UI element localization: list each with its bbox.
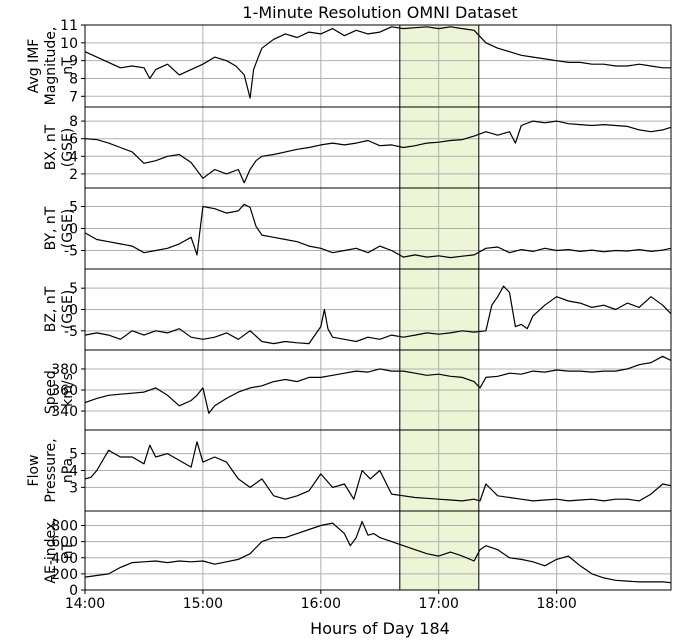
y-tick-label: 11: [60, 18, 78, 34]
y-axis-label-line: AE-index,: [43, 517, 59, 583]
highlight-band: [399, 25, 479, 107]
y-tick-label: 200: [51, 567, 78, 583]
y-axis-label: BZ, nT(GSE): [43, 286, 76, 332]
y-tick-label: 2: [69, 167, 78, 183]
panel-frame: [84, 24, 672, 108]
y-tick-label: 0: [69, 583, 78, 599]
panel-frame: [84, 510, 672, 591]
y-tick-label: 0: [69, 222, 78, 238]
y-axis-label-line: nT: [60, 57, 76, 75]
y-axis-label-line: (GSE): [60, 290, 76, 330]
y-tick-label: 7: [69, 89, 78, 105]
y-tick-label: 400: [51, 551, 78, 567]
x-tick-label: 15:00: [183, 596, 223, 612]
y-axis-label-line: Avg IMF: [26, 39, 42, 94]
series-line: [84, 26, 671, 99]
y-axis-label-line: (GSE): [60, 128, 76, 168]
y-axis-label-line: BZ, nT: [43, 286, 59, 332]
series-line: [84, 355, 672, 414]
y-tick-label: 6: [69, 132, 78, 148]
y-tick-label: -5: [64, 244, 78, 260]
y-tick-label: 600: [51, 535, 78, 551]
y-axis-label: Speed,km/s: [43, 366, 76, 414]
y-axis-label-line: BY, nT: [43, 206, 59, 250]
y-tick-label: 8: [69, 114, 78, 130]
y-tick-label: 9: [69, 54, 78, 70]
series-line: [84, 120, 672, 184]
y-axis-label: FlowPressure,nPa: [26, 438, 76, 502]
y-axis-label: AE-index,nT: [43, 517, 76, 583]
y-axis-label: BX, nT(GSE): [43, 124, 76, 170]
y-tick-label: 8: [69, 71, 78, 87]
y-axis-label-line: (GSE): [60, 209, 76, 249]
y-axis-label-line: Pressure,: [43, 438, 59, 502]
y-tick-label: 800: [51, 519, 78, 535]
y-axis-label: Avg IMFMagnitude,nT: [26, 27, 76, 106]
chart-title: 1-Minute Resolution OMNI Dataset: [242, 3, 517, 22]
x-axis-label: Hours of Day 184: [310, 619, 450, 638]
y-tick-label: 4: [69, 464, 78, 480]
series-line: [84, 520, 672, 584]
y-axis-label-line: Flow: [26, 455, 42, 487]
series-line: [84, 441, 672, 502]
y-tick-label: 380: [51, 362, 78, 378]
y-axis-label-line: BX, nT: [43, 124, 59, 170]
series-line: [84, 203, 672, 259]
y-axis-label: BY, nT(GSE): [43, 206, 76, 250]
y-tick-label: -5: [64, 324, 78, 340]
x-tick-label: 17:00: [419, 596, 459, 612]
y-tick-label: 5: [69, 281, 78, 297]
y-tick-label: 3: [69, 480, 78, 496]
y-tick-label: 5: [69, 447, 78, 463]
y-axis-label-line: nPa: [60, 458, 76, 483]
y-axis-label-line: Speed,: [43, 366, 59, 414]
y-tick-label: 5: [69, 199, 78, 215]
y-tick-label: 360: [51, 383, 78, 399]
highlight-band: [399, 511, 479, 590]
highlight-band: [399, 107, 479, 188]
y-tick-label: 340: [51, 404, 78, 420]
x-tick-label: 18:00: [536, 596, 576, 612]
y-axis-label-line: km/s: [60, 373, 76, 407]
y-tick-label: 0: [69, 303, 78, 319]
x-tick-label: 14:00: [65, 596, 105, 612]
y-axis-label-line: nT: [60, 541, 76, 559]
panel-frame: [84, 106, 672, 189]
x-tick-label: 16:00: [301, 596, 341, 612]
y-axis-label-line: Magnitude,: [43, 27, 59, 106]
series-line: [84, 285, 672, 345]
y-tick-label: 10: [60, 36, 78, 52]
y-tick-label: 4: [69, 149, 78, 165]
